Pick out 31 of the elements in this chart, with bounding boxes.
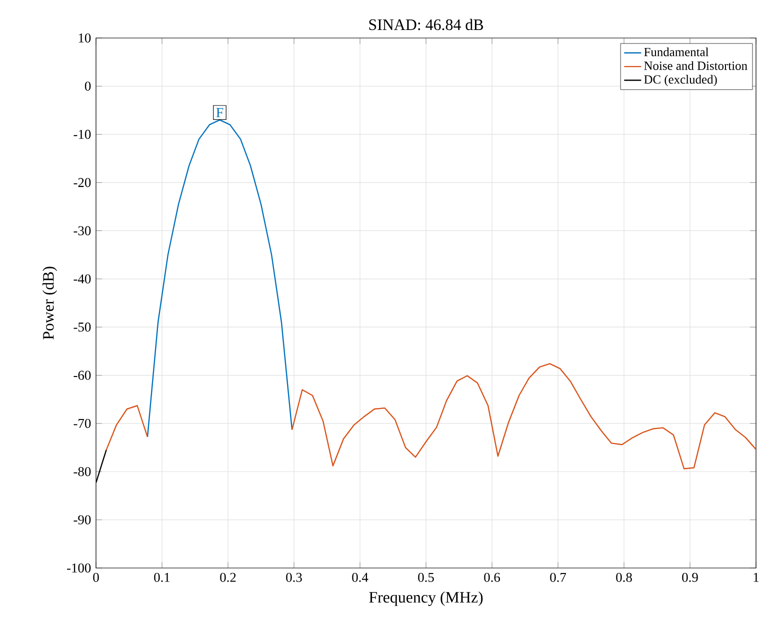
y-tick-label: -50 [74,322,91,332]
legend-label: DC (excluded) [644,74,717,86]
x-tick-label: 0.9 [682,572,698,582]
x-tick-label: 0.6 [484,572,500,582]
x-tick-label: 0.3 [286,572,302,582]
x-tick-label: 0.2 [220,572,236,582]
y-axis-title: Power (dB) [42,266,57,340]
x-tick-label: 1 [754,572,759,582]
chart-title: SINAD: 46.84 dB [369,18,484,30]
y-tick-label: 10 [78,33,91,43]
x-tick-label: 0.8 [616,572,632,582]
y-tick-label: -10 [74,130,91,139]
y-tick-label: -30 [74,226,91,236]
x-tick-label: 0.5 [418,572,434,582]
y-tick-label: 0 [84,82,91,91]
y-tick-label: -100 [67,563,91,573]
y-tick-label: -20 [74,178,91,188]
legend-label: Fundamental [644,47,709,56]
y-tick-label: -80 [74,467,91,476]
y-tick-label: -60 [74,370,91,380]
x-tick-label: 0.7 [550,572,566,582]
y-tick-label: -40 [74,274,91,284]
y-tick-label: -70 [74,418,91,428]
legend-label: Noise and Distortion [644,61,748,70]
x-tick-label: 0 [93,572,99,582]
line-series [146,119,293,438]
x-tick-label: 0.4 [352,572,368,582]
x-axis-title: Frequency (MHz) [369,591,483,606]
annotation: F [216,108,224,118]
y-tick-label: -90 [74,515,91,524]
x-tick-label: 0.1 [154,572,170,582]
